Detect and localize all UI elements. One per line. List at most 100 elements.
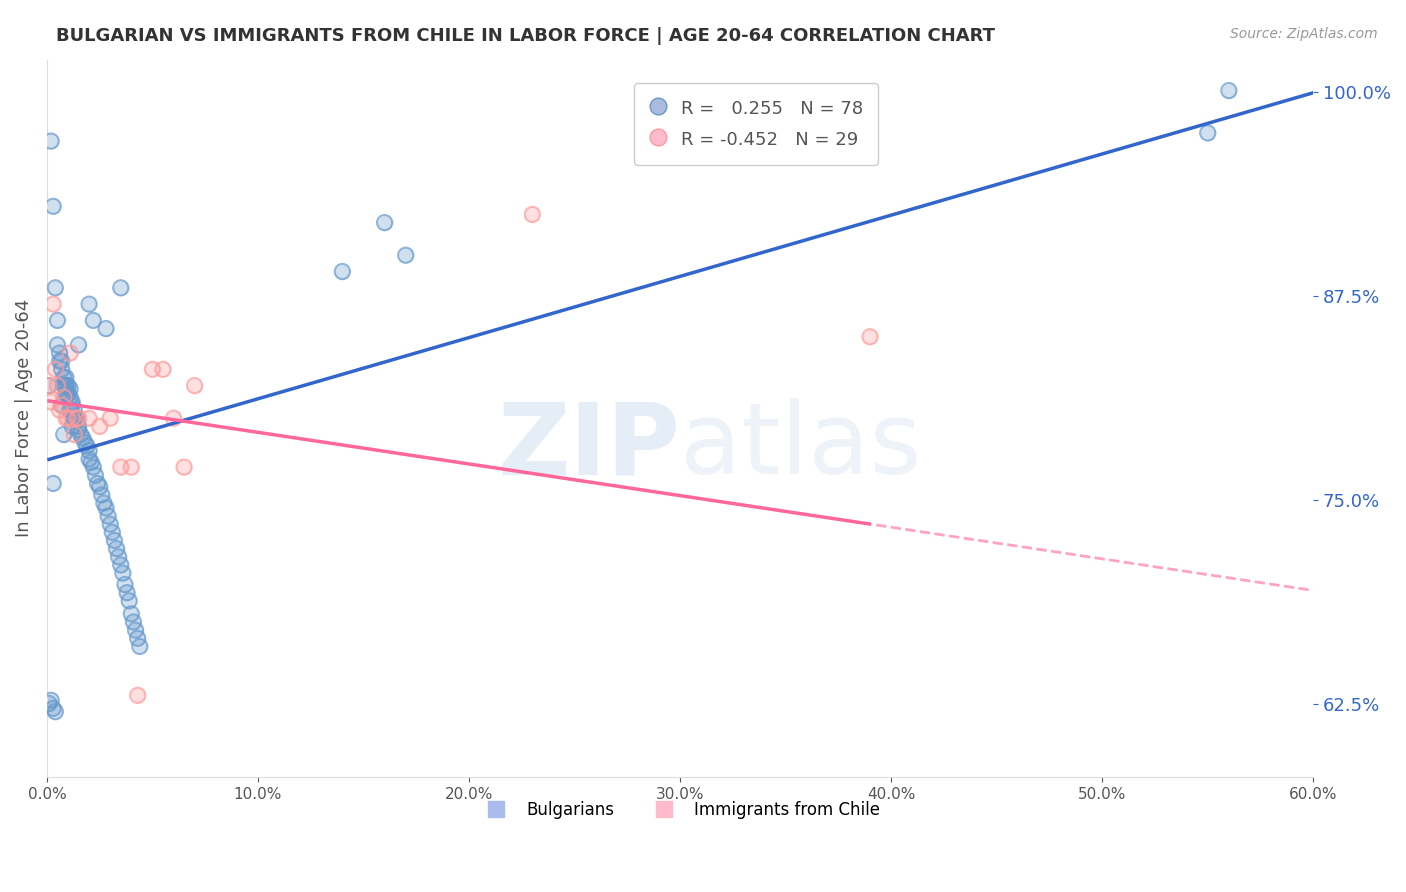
Bulgarians	[60, 398, 83, 412]
Point	[55, 378, 77, 392]
Bulgarians	[110, 281, 132, 295]
Bulgarians	[44, 705, 66, 719]
Point	[56, 411, 79, 425]
Point	[44, 705, 66, 719]
Bulgarians	[48, 354, 70, 368]
Point	[44, 362, 66, 376]
Immigrants from Chile	[110, 460, 132, 475]
Point	[59, 346, 82, 360]
Point	[859, 329, 882, 343]
Point	[395, 248, 418, 262]
Bulgarians	[84, 468, 107, 483]
Bulgarians	[97, 509, 120, 524]
Point	[93, 496, 115, 510]
Point	[56, 378, 79, 392]
Immigrants from Chile	[67, 411, 90, 425]
Point	[52, 370, 75, 384]
Point	[105, 541, 128, 556]
Point	[94, 321, 117, 335]
Point	[118, 594, 141, 608]
Point	[42, 476, 65, 491]
Point	[77, 411, 100, 425]
Point	[60, 395, 83, 409]
Bulgarians	[120, 607, 142, 621]
Point	[80, 455, 103, 469]
Point	[69, 427, 91, 442]
Bulgarians	[80, 455, 103, 469]
Immigrants from Chile	[522, 207, 544, 221]
Immigrants from Chile	[59, 346, 82, 360]
Bulgarians	[94, 321, 117, 335]
Point	[114, 577, 136, 591]
Bulgarians	[55, 378, 77, 392]
Bulgarians	[105, 541, 128, 556]
Immigrants from Chile	[77, 411, 100, 425]
Bulgarians	[89, 480, 111, 494]
Point	[1197, 126, 1219, 140]
Bulgarians	[65, 411, 87, 425]
Bulgarians	[374, 216, 396, 230]
Immigrants from Chile	[127, 689, 149, 703]
Bulgarians	[42, 476, 65, 491]
Point	[60, 419, 83, 434]
Bulgarians	[107, 549, 129, 564]
Bulgarians	[77, 452, 100, 467]
Point	[124, 623, 146, 637]
Point	[46, 313, 69, 327]
Immigrants from Chile	[55, 411, 77, 425]
Point	[52, 378, 75, 392]
Bulgarians	[94, 500, 117, 515]
Point	[59, 390, 82, 404]
Text: atlas: atlas	[681, 399, 922, 495]
Point	[374, 216, 396, 230]
Point	[97, 509, 120, 524]
Point	[522, 207, 544, 221]
Immigrants from Chile	[162, 411, 184, 425]
Bulgarians	[395, 248, 418, 262]
Bulgarians	[38, 378, 60, 392]
Point	[63, 403, 86, 417]
Point	[77, 297, 100, 311]
Immigrants from Chile	[38, 378, 60, 392]
Point	[120, 607, 142, 621]
Point	[63, 427, 86, 442]
Bulgarians	[90, 488, 112, 502]
Bulgarians	[48, 346, 70, 360]
Point	[72, 431, 94, 445]
Point	[42, 701, 65, 715]
Bulgarians	[60, 395, 83, 409]
Point	[56, 386, 79, 401]
Point	[48, 346, 70, 360]
Immigrants from Chile	[60, 411, 83, 425]
Immigrants from Chile	[141, 362, 163, 376]
Point	[51, 398, 73, 412]
Point	[183, 378, 205, 392]
Bulgarians	[42, 701, 65, 715]
Point	[59, 382, 82, 396]
Immigrants from Chile	[98, 411, 121, 425]
Point	[52, 390, 75, 404]
Bulgarians	[122, 615, 145, 629]
Immigrants from Chile	[56, 411, 79, 425]
Point	[82, 460, 104, 475]
Point	[48, 403, 70, 417]
Point	[84, 468, 107, 483]
Bulgarians	[52, 370, 75, 384]
Point	[115, 585, 138, 599]
Bulgarians	[110, 558, 132, 572]
Point	[162, 411, 184, 425]
Bulgarians	[1218, 84, 1240, 98]
Bulgarians	[76, 439, 98, 453]
Point	[55, 411, 77, 425]
Bulgarians	[86, 476, 108, 491]
Immigrants from Chile	[65, 411, 87, 425]
Bulgarians	[118, 594, 141, 608]
Point	[38, 378, 60, 392]
Point	[122, 615, 145, 629]
Point	[152, 362, 174, 376]
Point	[173, 460, 195, 475]
Bulgarians	[56, 386, 79, 401]
Point	[127, 689, 149, 703]
Point	[76, 439, 98, 453]
Immigrants from Chile	[42, 297, 65, 311]
